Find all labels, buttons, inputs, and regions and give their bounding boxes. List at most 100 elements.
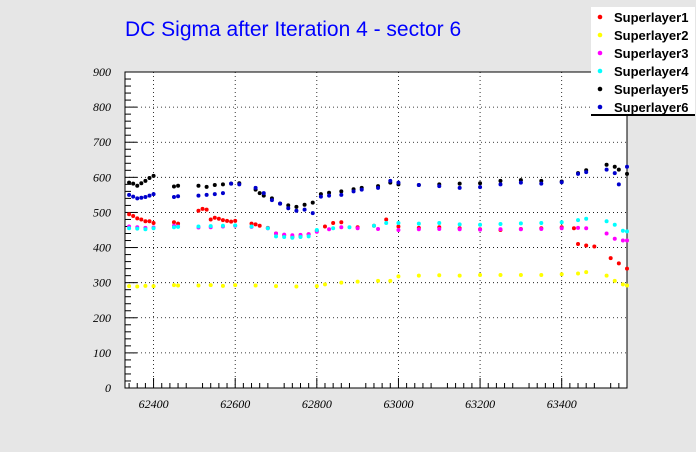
x-tick-label: 62600 [220,397,250,411]
data-point-superlayer5 [310,200,315,205]
data-point-superlayer1 [584,243,589,248]
data-point-superlayer2 [604,273,609,278]
data-point-superlayer1 [139,217,144,222]
data-point-superlayer2 [208,283,213,288]
data-point-superlayer3 [576,225,581,230]
data-point-superlayer4 [612,222,617,227]
legend-label: Superlayer6 [614,100,688,115]
data-point-superlayer1 [143,219,148,224]
data-point-superlayer6 [359,187,364,192]
data-point-superlayer1 [384,217,389,222]
data-point-superlayer6 [147,193,152,198]
data-point-superlayer6 [310,211,315,216]
data-point-superlayer1 [216,216,221,221]
data-point-superlayer3 [416,227,421,232]
data-point-superlayer1 [200,206,205,211]
data-point-superlayer2 [171,283,176,288]
data-point-superlayer6 [339,192,344,197]
data-point-superlayer4 [457,222,462,227]
data-point-superlayer3 [355,226,360,231]
data-point-superlayer6 [457,185,462,190]
data-point-superlayer5 [147,176,152,181]
data-point-superlayer6 [416,183,421,188]
data-point-superlayer4 [625,229,629,234]
y-tick-label: 500 [93,205,111,219]
legend-marker [597,86,603,92]
legend-label: Superlayer2 [614,28,688,43]
data-point-superlayer5 [539,178,544,183]
data-point-superlayer1 [249,221,254,226]
legend-label: Superlayer3 [614,46,688,61]
data-point-superlayer2 [518,272,523,277]
data-point-superlayer4 [290,235,295,240]
data-point-superlayer6 [576,171,581,176]
data-point-superlayer4 [576,218,581,223]
legend-marker [597,50,603,56]
data-point-superlayer4 [620,228,625,233]
data-point-superlayer6 [176,194,181,199]
data-point-superlayer5 [457,181,462,186]
data-point-superlayer4 [584,216,589,221]
data-point-superlayer5 [176,183,181,188]
data-point-superlayer6 [327,193,332,198]
data-point-superlayer2 [127,284,132,289]
data-point-superlayer2 [233,283,238,288]
data-point-superlayer4 [371,223,376,228]
y-tick-label: 300 [92,276,111,290]
data-point-superlayer4 [143,227,148,232]
data-point-superlayer6 [196,193,201,198]
legend-marker [597,14,603,20]
data-point-superlayer5 [139,181,144,186]
grid-lines [125,72,627,388]
axis-ticks: 0 100 200 300 400 500 600 700 800 900 62400 62600 62… [92,65,620,411]
data-point-superlayer5 [171,184,176,189]
data-point-superlayer4 [249,224,254,229]
data-point-superlayer4 [274,234,279,239]
data-point-superlayer5 [257,191,262,196]
data-point-superlayer1 [616,261,621,266]
data-point-superlayer2 [620,282,625,287]
data-point-superlayer2 [559,272,564,277]
data-point-superlayer3 [584,226,589,231]
data-point-superlayer6 [131,194,136,199]
data-point-superlayer2 [478,272,483,277]
legend-label: Superlayer1 [614,10,688,25]
data-point-superlayer5 [127,180,132,185]
data-point-superlayer4 [604,219,609,224]
data-point-superlayer6 [604,167,609,172]
data-point-superlayer6 [143,194,148,199]
data-point-superlayer6 [584,170,589,175]
legend-marker [597,32,603,38]
data-point-superlayer2 [176,283,181,288]
data-point-superlayer1 [204,207,209,212]
data-point-superlayer6 [278,201,283,206]
data-point-superlayer5 [612,164,617,169]
data-point-superlayer6 [127,192,132,197]
data-point-superlayer1 [253,222,258,227]
data-point-superlayer3 [539,226,544,231]
data-point-superlayer4 [314,228,319,232]
data-point-superlayer2 [576,271,581,276]
data-point-superlayer4 [518,221,523,226]
data-point-superlayer3 [498,227,503,232]
data-point-superlayer1 [576,242,581,247]
data-point-superlayer6 [253,185,258,190]
data-point-superlayer5 [143,178,148,183]
data-point-superlayer4 [331,226,336,231]
data-point-superlayer2 [322,282,327,287]
legend: Superlayer1 Superlayer2 Superlayer3 Superla… [591,7,695,116]
data-point-superlayer4 [220,223,225,228]
data-point-superlayer4 [151,226,156,231]
data-point-superlayer3 [457,227,462,232]
chart-title: DC Sigma after Iteration 4 - sector 6 [125,18,461,41]
data-point-superlayer2 [498,272,503,277]
data-point-superlayer6 [351,189,356,194]
legend-marker [597,104,603,110]
y-tick-label: 600 [93,170,111,184]
data-point-superlayer1 [212,215,217,220]
data-point-superlayer6 [388,178,393,183]
data-point-superlayer3 [559,226,564,231]
data-point-superlayer3 [339,225,344,230]
data-point-superlayer6 [539,181,544,186]
